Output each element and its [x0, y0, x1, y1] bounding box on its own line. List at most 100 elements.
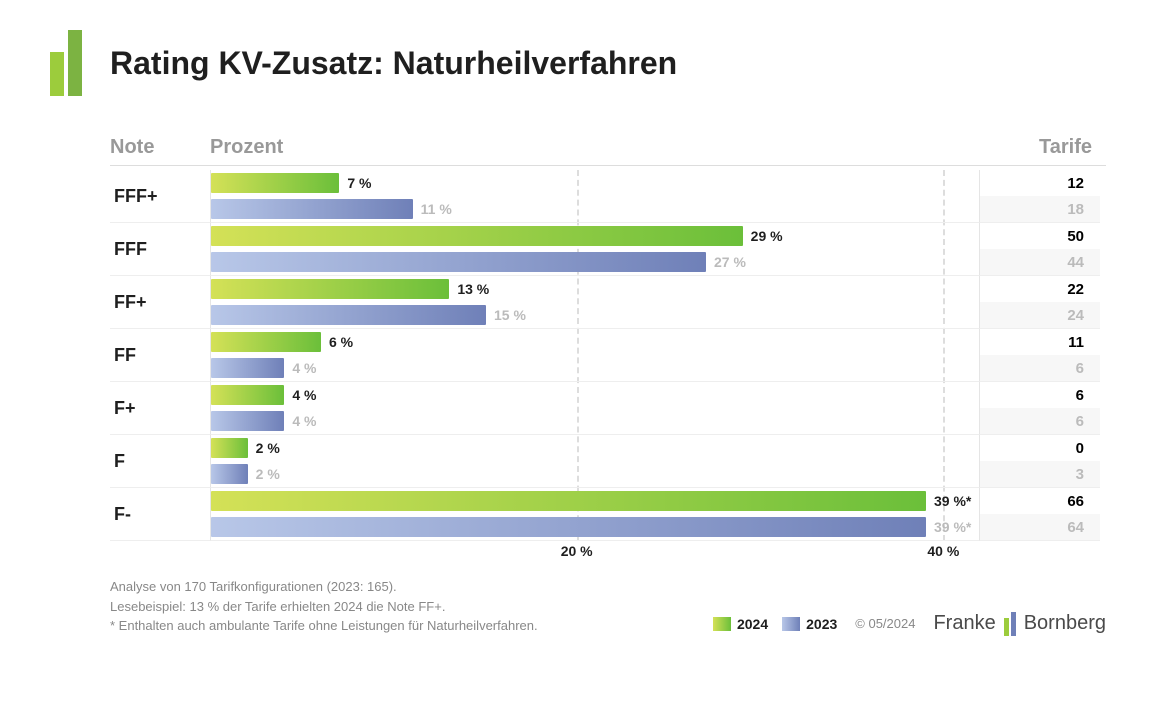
bar-2023	[211, 252, 706, 272]
tarife-2024: 0	[980, 435, 1100, 461]
tarife-2024: 12	[980, 170, 1100, 196]
legend-label-2024: 2024	[737, 616, 768, 632]
bar-2024	[211, 173, 339, 193]
logo-bar-2	[68, 30, 82, 96]
brand-part-a: Franke	[933, 612, 995, 635]
bar-label-2023: 4 %	[292, 413, 316, 429]
legend-label-2023: 2023	[806, 616, 837, 632]
bar-label-2024: 7 %	[347, 175, 371, 191]
tarife-2024: 50	[980, 223, 1100, 249]
tarife-2023: 6	[980, 408, 1100, 434]
tarife-cell: 5044	[980, 223, 1100, 276]
tarife-cell: 66	[980, 382, 1100, 435]
bar-label-2024: 4 %	[292, 387, 316, 403]
bars-cell: 4 % 4 %	[210, 382, 980, 435]
tarife-cell: 03	[980, 435, 1100, 488]
bar-label-2023: 11 %	[421, 201, 452, 217]
page-title: Rating KV-Zusatz: Naturheilverfahren	[110, 45, 677, 82]
col-header-tarife: Tarife	[980, 136, 1100, 159]
bar-2023	[211, 411, 284, 431]
footer: Analyse von 170 Tarifkonfigurationen (20…	[110, 577, 1106, 636]
chart-row: F- 39 %* 39 %* 6664	[110, 488, 1106, 541]
tarife-2024: 11	[980, 329, 1100, 355]
tarife-2023: 3	[980, 461, 1100, 487]
bar-label-2024: 2 %	[256, 440, 280, 456]
x-axis: 20 % 40 %	[110, 543, 1106, 567]
note-cell: FFF+	[110, 170, 210, 223]
col-header-note: Note	[110, 136, 210, 159]
bar-2023	[211, 199, 413, 219]
bars-cell: 6 % 4 %	[210, 329, 980, 382]
bar-label-2023: 39 %*	[934, 519, 971, 535]
copyright: © 05/2024	[855, 616, 915, 631]
axis-tick: 40 %	[927, 543, 959, 559]
logo-bar-1	[50, 52, 64, 96]
tarife-2024: 66	[980, 488, 1100, 514]
tarife-2023: 6	[980, 355, 1100, 381]
bars-cell: 39 %* 39 %*	[210, 488, 980, 541]
bar-2024	[211, 226, 743, 246]
tarife-cell: 116	[980, 329, 1100, 382]
rating-chart: Note Prozent Tarife FFF+7 %11 %1218FFF29…	[110, 136, 1106, 567]
bars-cell: 7 % 11 %	[210, 170, 980, 223]
bar-2024	[211, 279, 449, 299]
legend-item-2023: 2023	[782, 616, 837, 632]
bar-2024	[211, 332, 321, 352]
note-cell: F+	[110, 382, 210, 435]
chart-row: FF+ 13 % 15 % 2224	[110, 276, 1106, 329]
tarife-2023: 24	[980, 302, 1100, 328]
chart-row: FFF+ 7 % 11 % 1218	[110, 170, 1106, 223]
footnote-line: * Enthalten auch ambulante Tarife ohne L…	[110, 616, 538, 636]
bar-label-2024: 39 %*	[934, 493, 971, 509]
bar-2023	[211, 517, 926, 537]
bar-label-2023: 4 %	[292, 360, 316, 376]
footnote-line: Lesebeispiel: 13 % der Tarife erhielten …	[110, 597, 538, 617]
tarife-2024: 6	[980, 382, 1100, 408]
brand-logo-icon	[50, 30, 82, 96]
bars-cell: 29 % 27 %	[210, 223, 980, 276]
bars-cell: 2 % 2 %	[210, 435, 980, 488]
bar-label-2023: 15 %	[494, 307, 526, 323]
footnote-line: Analyse von 170 Tarifkonfigurationen (20…	[110, 577, 538, 597]
chart-row: F+ 4 % 4 % 66	[110, 382, 1106, 435]
bar-2023	[211, 464, 248, 484]
bar-label-2023: 2 %	[256, 466, 280, 482]
col-header-prozent: Prozent	[210, 136, 980, 159]
bars-cell: 13 % 15 %	[210, 276, 980, 329]
bar-2024	[211, 385, 284, 405]
column-headers: Note Prozent Tarife	[110, 136, 1106, 166]
header: Rating KV-Zusatz: Naturheilverfahren	[50, 30, 1106, 96]
bar-2024	[211, 438, 248, 458]
note-cell: F	[110, 435, 210, 488]
tarife-2023: 64	[980, 514, 1100, 540]
tarife-cell: 2224	[980, 276, 1100, 329]
chart-row: F 2 % 2 % 03	[110, 435, 1106, 488]
note-cell: F-	[110, 488, 210, 541]
bar-2024	[211, 491, 926, 511]
axis-tick: 20 %	[561, 543, 593, 559]
tarife-2023: 44	[980, 249, 1100, 275]
legend-item-2024: 2024	[713, 616, 768, 632]
note-cell: FF	[110, 329, 210, 382]
legend: 2024 2023	[713, 616, 837, 632]
footnotes: Analyse von 170 Tarifkonfigurationen (20…	[110, 577, 538, 636]
legend-swatch-2023	[782, 617, 800, 631]
bar-label-2024: 29 %	[751, 228, 783, 244]
brand-part-b: Bornberg	[1024, 612, 1106, 635]
bar-2023	[211, 305, 486, 325]
legend-swatch-2024	[713, 617, 731, 631]
bar-label-2024: 13 %	[457, 281, 489, 297]
note-cell: FFF	[110, 223, 210, 276]
bar-label-2023: 27 %	[714, 254, 746, 270]
brand-separator-icon	[1004, 612, 1016, 636]
bar-label-2024: 6 %	[329, 334, 353, 350]
tarife-cell: 1218	[980, 170, 1100, 223]
chart-rows: FFF+7 %11 %1218FFF29 %27 %5044FF+13 %15 …	[110, 170, 1106, 541]
bar-2023	[211, 358, 284, 378]
chart-row: FFF 29 % 27 % 5044	[110, 223, 1106, 276]
tarife-cell: 6664	[980, 488, 1100, 541]
note-cell: FF+	[110, 276, 210, 329]
chart-row: FF 6 % 4 % 116	[110, 329, 1106, 382]
brand-wordmark: Franke Bornberg	[933, 612, 1106, 636]
tarife-2024: 22	[980, 276, 1100, 302]
